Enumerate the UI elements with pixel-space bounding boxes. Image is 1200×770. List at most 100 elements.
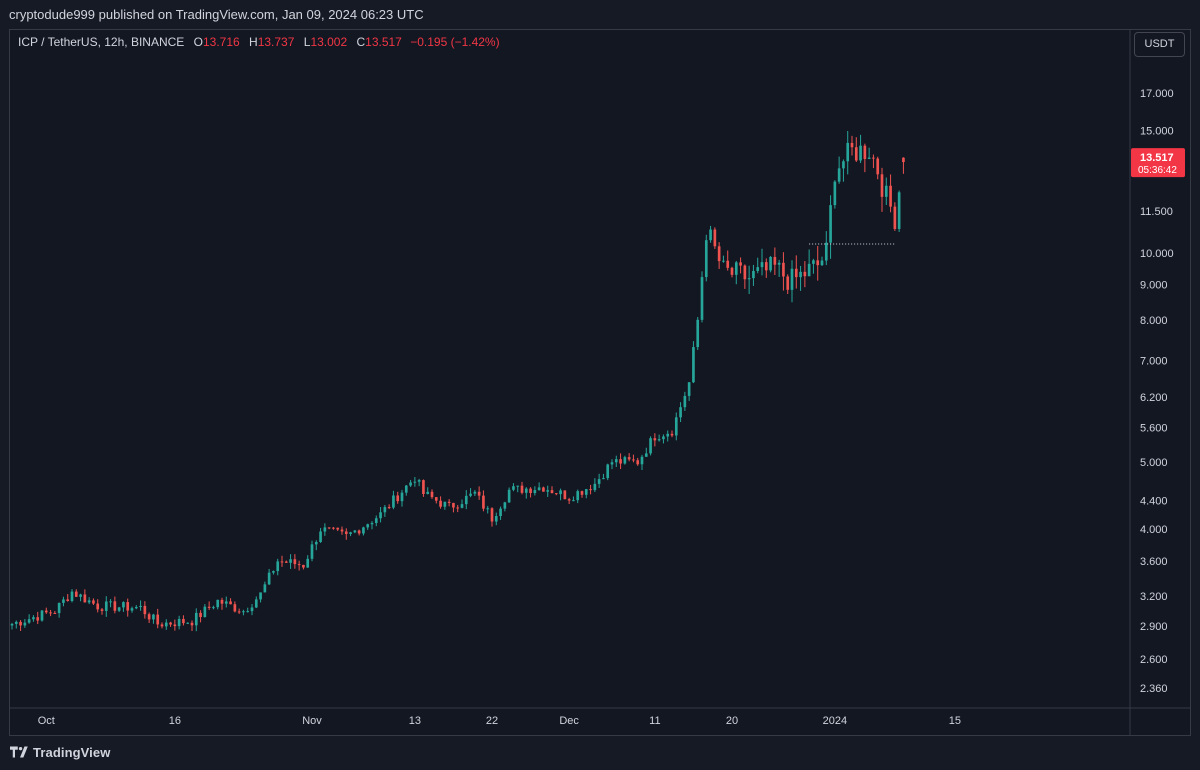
candle: [529, 487, 532, 498]
candle-body: [662, 436, 665, 440]
candle: [516, 485, 520, 493]
candle: [259, 592, 262, 603]
candle-body: [726, 260, 730, 268]
candle-body: [546, 490, 550, 492]
candle: [734, 260, 738, 285]
candle-body: [344, 531, 348, 534]
candle: [319, 527, 322, 543]
candle: [816, 245, 820, 281]
candle-body: [224, 601, 228, 604]
candle-body: [194, 612, 198, 626]
candle-body: [297, 564, 301, 566]
candle: [576, 489, 580, 504]
price-tick-label: 5.000: [1140, 457, 1168, 469]
candle: [297, 560, 301, 571]
candle-body: [700, 277, 704, 320]
time-tick-label: Dec: [559, 715, 579, 727]
candle: [70, 589, 74, 603]
candle-body: [259, 592, 262, 600]
candle-body: [773, 256, 777, 265]
time-tick-label: 16: [169, 715, 181, 727]
candle: [739, 257, 742, 274]
candle: [57, 602, 61, 618]
time-tick-label: 13: [409, 715, 421, 727]
candle-body: [44, 610, 48, 613]
candle-body: [434, 497, 438, 501]
open-label: O: [193, 35, 203, 49]
candle-body: [516, 485, 520, 487]
candle: [563, 490, 567, 500]
tradingview-logo-icon: [10, 746, 28, 758]
candle-body: [730, 267, 734, 275]
candle-body: [237, 611, 241, 613]
candle: [242, 609, 245, 616]
currency-button[interactable]: USDT: [1134, 32, 1185, 57]
time-tick-label: 11: [649, 715, 660, 727]
candle: [293, 554, 297, 569]
candle-body: [104, 601, 108, 611]
tradingview-logo[interactable]: TradingView: [10, 744, 110, 760]
candle-body: [709, 229, 712, 241]
candle-body: [40, 610, 44, 621]
candle-body: [250, 607, 254, 612]
candle: [666, 430, 670, 442]
candle-body: [524, 488, 528, 493]
candle: [126, 598, 130, 617]
candle-body: [653, 438, 657, 441]
candle-body: [374, 518, 378, 523]
candle: [679, 402, 682, 423]
candle: [349, 531, 352, 537]
candle: [357, 529, 361, 536]
candle: [554, 493, 558, 496]
candle-body: [829, 205, 832, 243]
candle: [769, 255, 772, 273]
candle: [460, 499, 464, 509]
candle: [422, 479, 425, 497]
candle-body: [469, 493, 472, 496]
candle: [199, 610, 202, 623]
candle-body: [477, 491, 481, 496]
candle-body: [816, 260, 820, 266]
chart-frame[interactable]: [9, 29, 1191, 736]
candle: [696, 317, 700, 350]
candle: [880, 167, 884, 212]
candle-body: [854, 147, 858, 161]
candle-body: [186, 622, 190, 624]
candle-body: [242, 611, 245, 613]
candle: [413, 477, 417, 487]
candle: [362, 526, 365, 536]
last-price-label: 13.517: [1140, 152, 1174, 164]
candle-body: [554, 493, 558, 495]
candle: [503, 501, 507, 512]
time-tick-label: 15: [949, 715, 961, 727]
candle-body: [790, 268, 794, 290]
candle: [636, 457, 640, 466]
candle-body: [70, 591, 74, 601]
candle: [280, 555, 284, 567]
price-tick-label: 3.600: [1140, 556, 1168, 568]
candle-body: [27, 619, 31, 623]
candle: [644, 447, 648, 457]
candle-body: [96, 603, 100, 610]
candle-body: [53, 612, 57, 614]
candle-body: [289, 559, 292, 563]
candle-body: [807, 263, 811, 277]
candle-body: [456, 507, 460, 509]
candle: [139, 600, 142, 611]
candle-body: [152, 614, 155, 620]
candle-body: [692, 347, 695, 383]
candle: [546, 485, 550, 497]
candle-body: [254, 599, 258, 608]
candle: [452, 502, 455, 513]
candle: [464, 490, 468, 510]
candle: [820, 256, 824, 267]
candle-body: [413, 481, 417, 483]
symbol-name: ICP / TetherUS, 12h, BINANCE: [18, 35, 185, 49]
candle-body: [267, 572, 271, 585]
candle: [876, 156, 880, 180]
candle-body: [799, 271, 802, 278]
candle: [177, 615, 181, 630]
candle: [662, 434, 665, 444]
candle: [443, 501, 447, 510]
